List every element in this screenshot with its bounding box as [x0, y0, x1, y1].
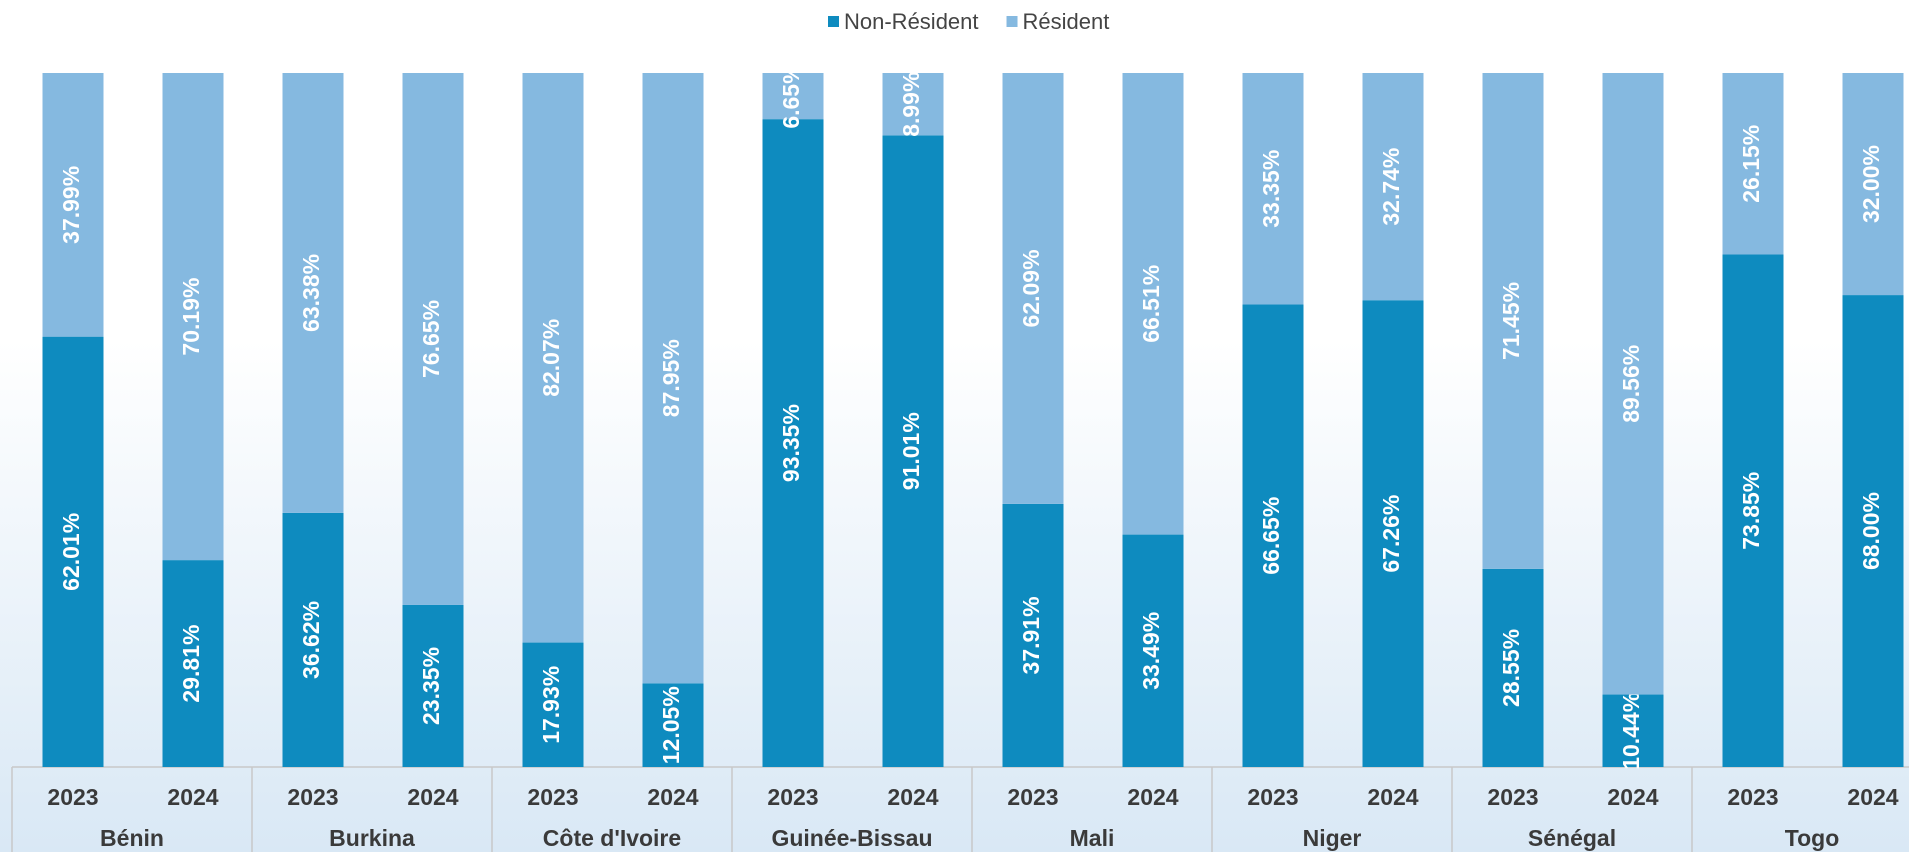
legend-swatch — [1006, 16, 1018, 27]
x-tick-label: 2023 — [767, 784, 818, 810]
data-label: 71.45% — [1498, 282, 1524, 360]
bar-segment — [162, 560, 224, 767]
data-label: 82.07% — [538, 319, 564, 397]
bar-segment — [1122, 73, 1184, 535]
x-tick-label: 2024 — [647, 784, 698, 810]
bar-segment — [1362, 300, 1424, 767]
bar-segment — [1002, 73, 1064, 504]
bar-segment — [642, 73, 704, 684]
bar-segment — [1242, 304, 1304, 767]
data-label: 23.35% — [418, 647, 444, 725]
bar-segment — [402, 604, 464, 767]
group-label: Niger — [1303, 825, 1362, 851]
bar-segment — [1482, 568, 1544, 767]
data-label: 89.56% — [1618, 345, 1644, 423]
data-label: 33.35% — [1258, 150, 1284, 228]
group-label: Côte d'Ivoire — [543, 825, 681, 851]
x-tick-label: 2024 — [1367, 784, 1418, 810]
x-tick-label: 2023 — [47, 784, 98, 810]
x-tick-label: 2023 — [1487, 784, 1538, 810]
data-label: 62.01% — [58, 513, 84, 591]
bar-segment — [522, 73, 584, 643]
data-label: 29.81% — [178, 625, 204, 703]
data-label: 68.00% — [1858, 492, 1884, 570]
data-label: 62.09% — [1018, 249, 1044, 327]
bar-segment — [42, 73, 104, 337]
data-label: 17.93% — [538, 666, 564, 744]
legend-label: Résident — [1023, 9, 1110, 34]
data-label: 70.19% — [178, 278, 204, 356]
x-tick-label: 2023 — [1007, 784, 1058, 810]
group-label: Togo — [1785, 825, 1840, 851]
bar-segment — [402, 73, 464, 605]
data-label: 66.51% — [1138, 265, 1164, 343]
bar-segment — [762, 73, 824, 120]
group-label: Bénin — [100, 825, 164, 851]
data-label: 32.00% — [1858, 145, 1884, 223]
x-tick-label: 2024 — [407, 784, 458, 810]
data-label: 76.65% — [418, 300, 444, 378]
bar-segment — [1602, 73, 1664, 695]
data-label: 67.26% — [1378, 495, 1404, 573]
bar-segment — [1242, 73, 1304, 305]
x-tick-label: 2023 — [1247, 784, 1298, 810]
legend-swatch — [828, 16, 839, 27]
data-label: 26.15% — [1738, 125, 1764, 203]
x-tick-label: 2024 — [887, 784, 938, 810]
bar-segment — [762, 119, 824, 767]
bar-segment — [1722, 73, 1784, 255]
bar-segment — [1362, 73, 1424, 301]
data-label: 36.62% — [298, 601, 324, 679]
bar-segment — [162, 73, 224, 561]
bar-segment — [1122, 534, 1184, 767]
bar-segment — [1482, 73, 1544, 569]
bar-segment — [522, 642, 584, 767]
bar-segment — [642, 683, 704, 767]
bar-segment — [1602, 694, 1664, 767]
data-label: 37.99% — [58, 166, 84, 244]
x-tick-label: 2024 — [1847, 784, 1898, 810]
data-label: 93.35% — [778, 404, 804, 482]
group-label: Sénégal — [1528, 825, 1616, 851]
bar-segment — [882, 135, 944, 767]
data-label: 73.85% — [1738, 472, 1764, 550]
x-tick-label: 2023 — [1727, 784, 1778, 810]
legend-label: Non-Résident — [844, 9, 979, 34]
group-label: Burkina — [329, 825, 415, 851]
group-label: Guinée-Bissau — [771, 825, 932, 851]
x-tick-label: 2023 — [287, 784, 338, 810]
data-label: 66.65% — [1258, 497, 1284, 575]
data-label: 32.74% — [1378, 148, 1404, 226]
bar-segment — [282, 512, 344, 767]
bar-segment — [1722, 254, 1784, 767]
bar-segment — [1842, 295, 1904, 767]
data-label: 28.55% — [1498, 629, 1524, 707]
data-label: 12.05% — [658, 686, 684, 764]
bar-segment — [1002, 503, 1064, 767]
data-label: 63.38% — [298, 254, 324, 332]
data-label: 87.95% — [658, 339, 684, 417]
bar-segment — [282, 73, 344, 513]
group-label: Mali — [1070, 825, 1115, 851]
bar-segment — [882, 73, 944, 136]
x-tick-label: 2024 — [1127, 784, 1178, 810]
x-tick-label: 2023 — [527, 784, 578, 810]
data-label: 6.65% — [778, 63, 804, 128]
data-label: 8.99% — [898, 72, 924, 137]
x-tick-label: 2024 — [167, 784, 218, 810]
x-tick-label: 2024 — [1607, 784, 1658, 810]
bar-segment — [42, 336, 104, 767]
data-label: 37.91% — [1018, 596, 1044, 674]
data-label: 33.49% — [1138, 612, 1164, 690]
data-label: 91.01% — [898, 412, 924, 490]
data-label: 10.44% — [1618, 692, 1644, 770]
bar-segment — [1842, 73, 1904, 296]
